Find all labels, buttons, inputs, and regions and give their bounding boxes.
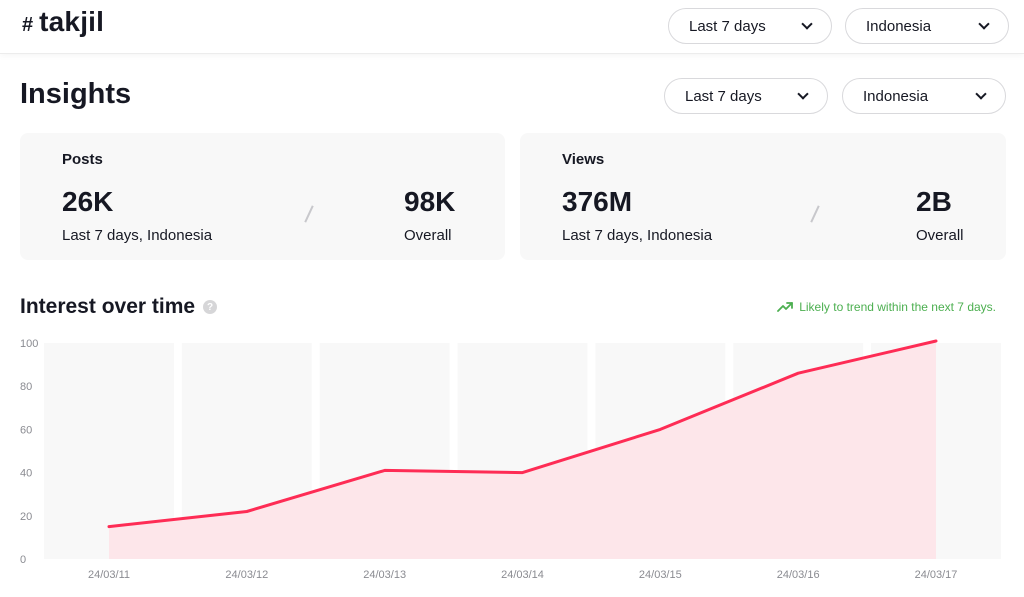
y-tick-label: 60 [20,424,32,436]
views-recent-value: 376M [562,186,633,217]
trending-up-icon [777,302,794,312]
hashtag-name: takjil [39,6,105,37]
period-dropdown-top-label: Last 7 days [689,17,766,35]
x-tick-label: 24/03/17 [915,569,958,581]
posts-overall-value: 98K [404,186,456,217]
y-axis: 100 80 60 40 20 0 [20,338,38,566]
chevron-down-icon [801,18,813,30]
views-card: Views 376M Last 7 days, Indonesia 2B Ove… [520,133,1006,260]
period-dropdown[interactable]: Last 7 days [664,78,828,114]
x-tick-label: 24/03/12 [225,569,268,581]
views-recent-caption: Last 7 days, Indonesia [562,227,713,244]
top-bar: # takjil Last 7 days Indonesia [0,0,1024,54]
x-tick-label: 24/03/11 [88,569,130,581]
posts-label: Posts [62,151,103,168]
y-tick-label: 20 [20,511,32,523]
period-dropdown-label: Last 7 days [685,87,762,105]
y-tick-label: 0 [20,554,26,566]
views-overall-caption: Overall [916,227,964,244]
x-tick-label: 24/03/15 [639,569,682,581]
x-tick-label: 24/03/13 [363,569,406,581]
views-label: Views [562,151,605,168]
chevron-down-icon [975,88,987,100]
region-dropdown-top[interactable]: Indonesia [845,8,1009,44]
region-dropdown-top-label: Indonesia [866,17,932,35]
chart-line [107,339,938,529]
interest-title: Interest over time ? [20,295,218,319]
x-axis: 24/03/11 24/03/12 24/03/13 24/03/14 24/03/15… [88,569,957,581]
period-dropdown-top[interactable]: Last 7 days [668,8,832,44]
posts-recent-value: 26K [62,186,114,217]
divider-slash [810,205,820,223]
page-title: Insights [20,78,132,110]
posts-overall-caption: Overall [404,227,452,244]
y-tick-label: 40 [20,468,32,480]
hashtag-title: # takjil [22,6,104,38]
divider-slash [304,205,314,223]
y-tick-label: 80 [20,381,32,393]
x-tick-label: 24/03/16 [777,569,820,581]
y-tick-label: 100 [20,338,38,350]
x-tick-label: 24/03/14 [501,569,544,581]
hash-icon: # [22,14,34,36]
chart-area [109,341,936,559]
chevron-down-icon [978,18,990,30]
posts-recent-caption: Last 7 days, Indonesia [62,227,213,244]
views-overall-value: 2B [916,186,952,217]
interest-title-text: Interest over time [20,295,196,318]
posts-card: Posts 26K Last 7 days, Indonesia 98K Ove… [20,133,505,260]
region-dropdown-label: Indonesia [863,87,929,105]
region-dropdown[interactable]: Indonesia [842,78,1006,114]
trend-text: Likely to trend within the next 7 days. [799,300,996,314]
help-icon[interactable]: ? [203,300,218,314]
chevron-down-icon [797,88,809,100]
trend-indicator: Likely to trend within the next 7 days. [777,300,996,314]
